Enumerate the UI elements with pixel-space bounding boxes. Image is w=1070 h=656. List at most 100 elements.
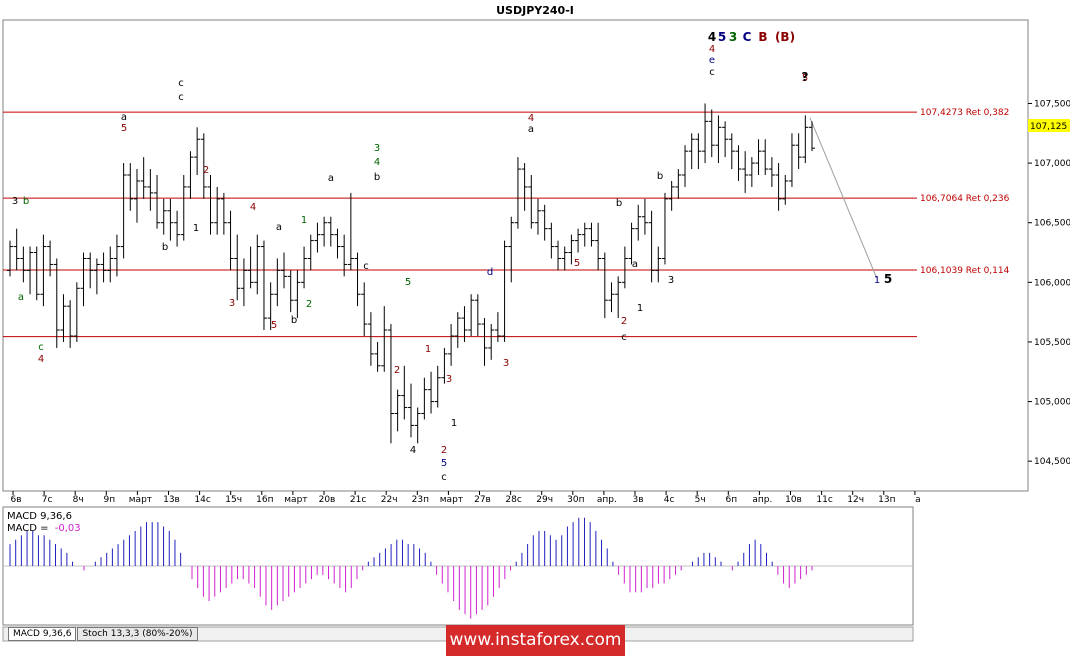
wave-label: c (441, 472, 447, 483)
wave-label: b (291, 315, 297, 326)
price-bar (281, 252, 288, 289)
wave-label: 5 (121, 123, 127, 134)
price-bar (601, 252, 608, 319)
price-bar (621, 246, 628, 289)
price-bar (575, 228, 582, 253)
y-tick-label: 105,000 (1034, 398, 1070, 408)
wave-label: 3 (503, 358, 509, 369)
wave-label: 3 (446, 374, 452, 385)
wave-label: a (528, 124, 534, 135)
price-bar (795, 133, 802, 170)
price-bar (581, 222, 588, 247)
price-bar (722, 121, 729, 158)
current-price-label: 107,125 (1030, 122, 1067, 132)
price-bar (555, 240, 562, 271)
price-bar (200, 133, 207, 199)
price-bar (655, 246, 662, 283)
svg-text:MACD = -0,03: MACD = -0,03 (7, 523, 81, 534)
wave-label: 2 (306, 299, 312, 310)
macd-value-label: MACD = (7, 523, 49, 534)
price-bar (702, 103, 709, 164)
wave-label: b (23, 196, 29, 207)
price-bar (140, 157, 147, 199)
y-tick-label: 106,500 (1034, 219, 1070, 229)
price-bar (635, 204, 642, 241)
wave-labels: 3 bac4a5ccb2143a5ab1234bc52143125cd34a5ba… (12, 30, 892, 483)
price-bar (454, 312, 461, 348)
price-bar (154, 175, 161, 229)
wave-label: 3 (374, 143, 380, 154)
watermark-banner[interactable]: www.instaforex.com (446, 625, 625, 656)
wave-label: 2 (203, 165, 209, 176)
price-bar (180, 175, 187, 241)
x-tick-label: 23п (412, 495, 429, 505)
retracement-label: 107,4273 Ret 0,382 (920, 108, 1009, 118)
price-bar (788, 133, 795, 187)
price-bar (53, 258, 60, 348)
price-bar (414, 407, 421, 444)
wave-label: d (487, 267, 493, 278)
price-bar (682, 145, 689, 187)
price-bar (401, 365, 408, 420)
top-wave-label: C (743, 30, 752, 44)
wave-label: 1 (451, 418, 457, 429)
wave-label: a (632, 259, 638, 270)
price-bar (434, 365, 441, 408)
y-tick-label: 105,500 (1034, 338, 1070, 348)
price-bar (113, 234, 120, 277)
x-tick-label: 12ч (847, 495, 864, 505)
price-bar (695, 133, 702, 170)
target-wave-label: 5 (884, 272, 892, 286)
wave-label: 2 (621, 316, 627, 327)
wave-label: 1 (301, 215, 307, 226)
price-bar (708, 109, 715, 158)
price-bar (287, 270, 294, 313)
target-wave-label: 1 (874, 275, 880, 286)
wave-label: 1 (193, 223, 199, 234)
price-bar (354, 252, 361, 307)
price-bar (174, 210, 181, 247)
price-bar (100, 252, 107, 283)
wave-label: 3 (668, 275, 674, 286)
wave-label: 5 (271, 320, 277, 331)
x-tick-label: 20в (319, 495, 336, 505)
price-bar (641, 198, 648, 235)
wave-label: 4 (374, 157, 380, 168)
tab-macd[interactable]: MACD 9,36,6 (8, 627, 77, 641)
wave-label: 2 (394, 365, 400, 376)
price-bar (548, 222, 555, 259)
price-bar (715, 115, 722, 164)
top-wave-label: 4 (708, 30, 716, 44)
wave-label: a (328, 173, 334, 184)
price-bar (334, 228, 341, 259)
x-tick-label: 4с (664, 495, 675, 505)
price-bar (307, 234, 314, 271)
price-bar (468, 294, 475, 336)
price-bar (668, 180, 675, 211)
x-tick-label: 8ч (73, 495, 84, 505)
x-tick-label: 27в (474, 495, 491, 505)
price-bar (207, 175, 214, 235)
price-bar (474, 294, 481, 336)
price-bar (347, 192, 354, 271)
price-bar (802, 115, 809, 164)
price-bar (120, 163, 127, 259)
y-tick-label: 107,000 (1034, 159, 1070, 169)
wave-label: a (121, 112, 127, 123)
price-bar (735, 145, 742, 181)
wave-label: a (18, 292, 24, 303)
x-tick-label: 11с (816, 495, 832, 505)
wave-label: b (374, 172, 380, 183)
x-tick-label: апр. (752, 495, 772, 505)
price-bar (107, 246, 114, 283)
price-bar (73, 282, 80, 342)
tab-stoch[interactable]: Stoch 13,3,3 (80%-20%) (77, 627, 198, 641)
price-bar (809, 121, 815, 152)
price-bar (294, 270, 301, 319)
wave-label: c (38, 342, 44, 353)
top-wave-label: 3 (729, 30, 737, 44)
y-tick-label: 107,500 (1034, 99, 1070, 109)
wave-label: 5 (441, 458, 447, 469)
price-bar (260, 240, 267, 331)
x-tick-label: 13п (878, 495, 895, 505)
